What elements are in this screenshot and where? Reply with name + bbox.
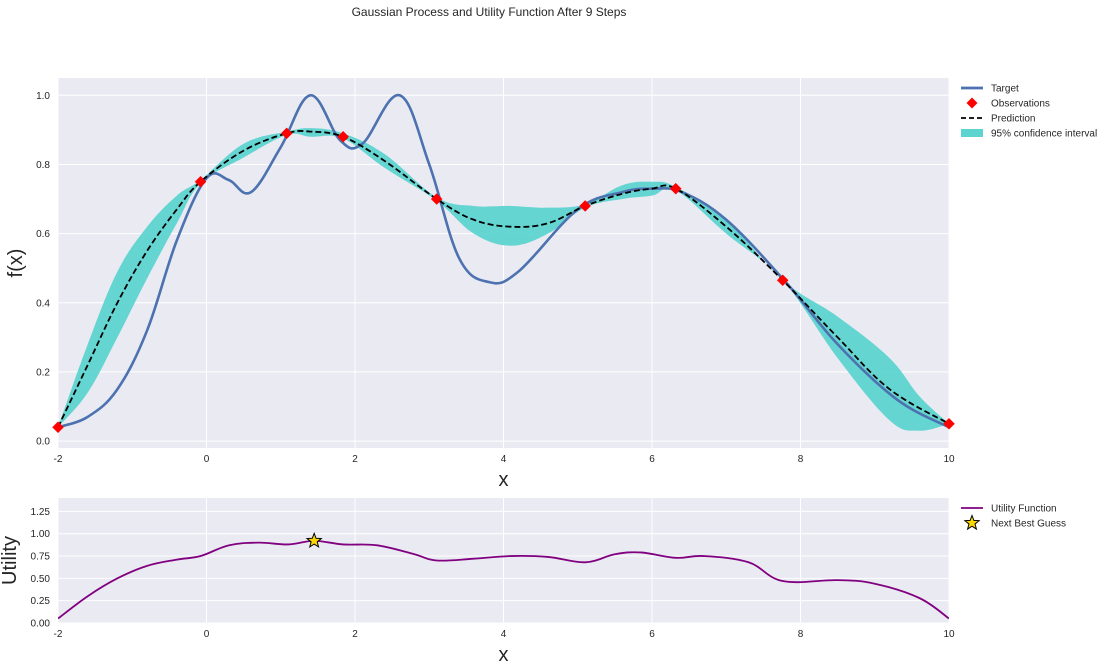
x-tick-label: 4 <box>501 454 507 465</box>
next-best-guess-point <box>305 531 323 549</box>
y-tick-label: 0.4 <box>36 298 50 309</box>
x-tick-label: 6 <box>649 629 655 640</box>
prediction-line <box>58 130 949 428</box>
figure-title: Gaussian Process and Utility Function Af… <box>352 5 627 19</box>
gp-marks <box>52 93 955 434</box>
legend-swatch-next-best <box>963 514 981 531</box>
y-tick-label: 0.0 <box>36 437 50 448</box>
x-tick-label: 8 <box>798 629 804 640</box>
y-tick-label: 0.8 <box>36 160 50 171</box>
legend-label: 95% confidence interval <box>991 129 1097 140</box>
legend-label: Target <box>991 84 1019 95</box>
utility-y-ticks: 0.00 0.25 0.50 0.75 1.00 1.25 <box>31 507 51 630</box>
y-tick-label: 0.6 <box>36 229 50 240</box>
x-tick-label: 10 <box>943 629 955 640</box>
legend-label: Utility Function <box>991 504 1057 515</box>
utility-marks <box>58 531 949 620</box>
legend-label: Prediction <box>991 114 1035 125</box>
utility-panel: -2 0 2 4 6 8 10 0.00 0.25 0.50 0.75 1.00 1.25 x Uti… <box>0 498 1066 666</box>
y-tick-label: 1.25 <box>31 507 51 518</box>
observation-point <box>430 193 443 205</box>
observation-point <box>776 274 789 287</box>
observation-point <box>194 175 207 188</box>
gp-x-ticks: -2 0 2 4 6 8 10 <box>54 454 955 465</box>
x-tick-label: 8 <box>798 454 804 465</box>
observation-point <box>579 200 592 212</box>
observation-point <box>943 417 955 430</box>
observation-point <box>337 130 349 143</box>
gp-legend: Target Observations Prediction 95% confiden… <box>961 84 1097 140</box>
target-line <box>58 93 949 429</box>
legend-label: Next Best Guess <box>991 519 1066 530</box>
legend-swatch-confidence <box>961 129 983 137</box>
x-tick-label: 2 <box>352 454 358 465</box>
x-tick-label: -2 <box>54 454 63 465</box>
observation-point <box>669 182 682 195</box>
gp-y-ticks: 0.0 0.2 0.4 0.6 0.8 1.0 <box>36 91 50 448</box>
utility-x-axis-label: x <box>499 644 509 666</box>
x-tick-label: 2 <box>352 629 358 640</box>
y-tick-label: 1.00 <box>31 529 51 540</box>
x-tick-label: 4 <box>501 629 507 640</box>
x-tick-label: 10 <box>943 454 955 465</box>
gp-panel: -2 0 2 4 6 8 10 0.0 0.2 0.4 0.6 0.8 1.0 x f(x) Targ… <box>5 78 1097 491</box>
utility-y-axis-label: Utility <box>0 536 21 585</box>
gp-y-axis-label: f(x) <box>5 249 27 278</box>
x-tick-label: -2 <box>54 629 63 640</box>
observation-point <box>52 421 64 434</box>
x-tick-label: 6 <box>649 454 655 465</box>
y-tick-label: 0.00 <box>31 619 51 630</box>
x-tick-label: 0 <box>204 454 210 465</box>
y-tick-label: 0.75 <box>31 552 51 563</box>
legend-label: Observations <box>991 99 1050 110</box>
utility-legend: Utility Function Next Best Guess <box>961 504 1066 531</box>
y-tick-label: 1.0 <box>36 91 50 102</box>
legend-swatch-observations <box>966 97 978 109</box>
utility-x-ticks: -2 0 2 4 6 8 10 <box>54 629 955 640</box>
utility-line <box>58 539 949 620</box>
y-tick-label: 0.50 <box>31 574 51 585</box>
observation-point <box>280 127 293 140</box>
y-tick-label: 0.25 <box>31 596 51 607</box>
y-tick-label: 0.2 <box>36 367 50 378</box>
gp-x-axis-label: x <box>499 469 509 491</box>
x-tick-label: 0 <box>204 629 210 640</box>
